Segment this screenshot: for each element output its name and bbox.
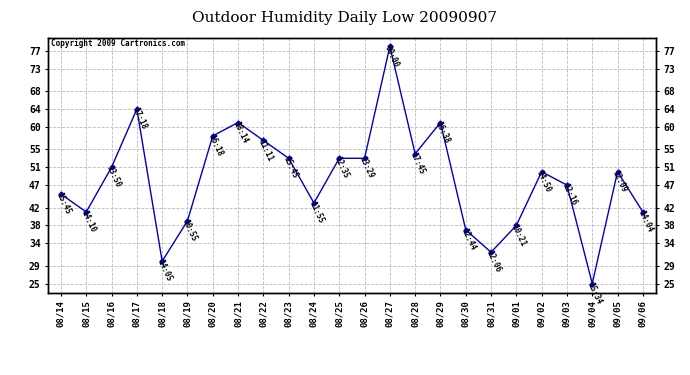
Text: 16:18: 16:18	[206, 133, 224, 158]
Text: 17:18: 17:18	[130, 106, 148, 131]
Text: 12:35: 12:35	[333, 156, 351, 180]
Text: 11:55: 11:55	[307, 200, 325, 225]
Text: 15:45: 15:45	[282, 156, 300, 180]
Text: 14:04: 14:04	[636, 209, 654, 234]
Text: 10:55: 10:55	[181, 218, 199, 243]
Text: 18:14: 18:14	[231, 120, 249, 144]
Text: 16:38: 16:38	[434, 120, 452, 144]
Text: 14:50: 14:50	[535, 169, 553, 194]
Text: 14:05: 14:05	[155, 258, 173, 283]
Text: 12:06: 12:06	[484, 249, 502, 274]
Text: 12:44: 12:44	[459, 227, 477, 252]
Text: 12:16: 12:16	[560, 182, 578, 207]
Text: 15:34: 15:34	[586, 281, 604, 306]
Text: 13:29: 13:29	[358, 156, 376, 180]
Text: Copyright 2009 Cartronics.com: Copyright 2009 Cartronics.com	[51, 39, 186, 48]
Text: 13:50: 13:50	[105, 165, 123, 189]
Text: 12:09: 12:09	[611, 169, 629, 194]
Text: 14:10: 14:10	[79, 209, 97, 234]
Text: 00:00: 00:00	[383, 44, 401, 68]
Text: 11:11: 11:11	[257, 138, 275, 162]
Text: Outdoor Humidity Daily Low 20090907: Outdoor Humidity Daily Low 20090907	[193, 11, 497, 25]
Text: 17:45: 17:45	[408, 151, 426, 176]
Text: 15:45: 15:45	[55, 191, 72, 216]
Text: 10:21: 10:21	[510, 223, 528, 248]
